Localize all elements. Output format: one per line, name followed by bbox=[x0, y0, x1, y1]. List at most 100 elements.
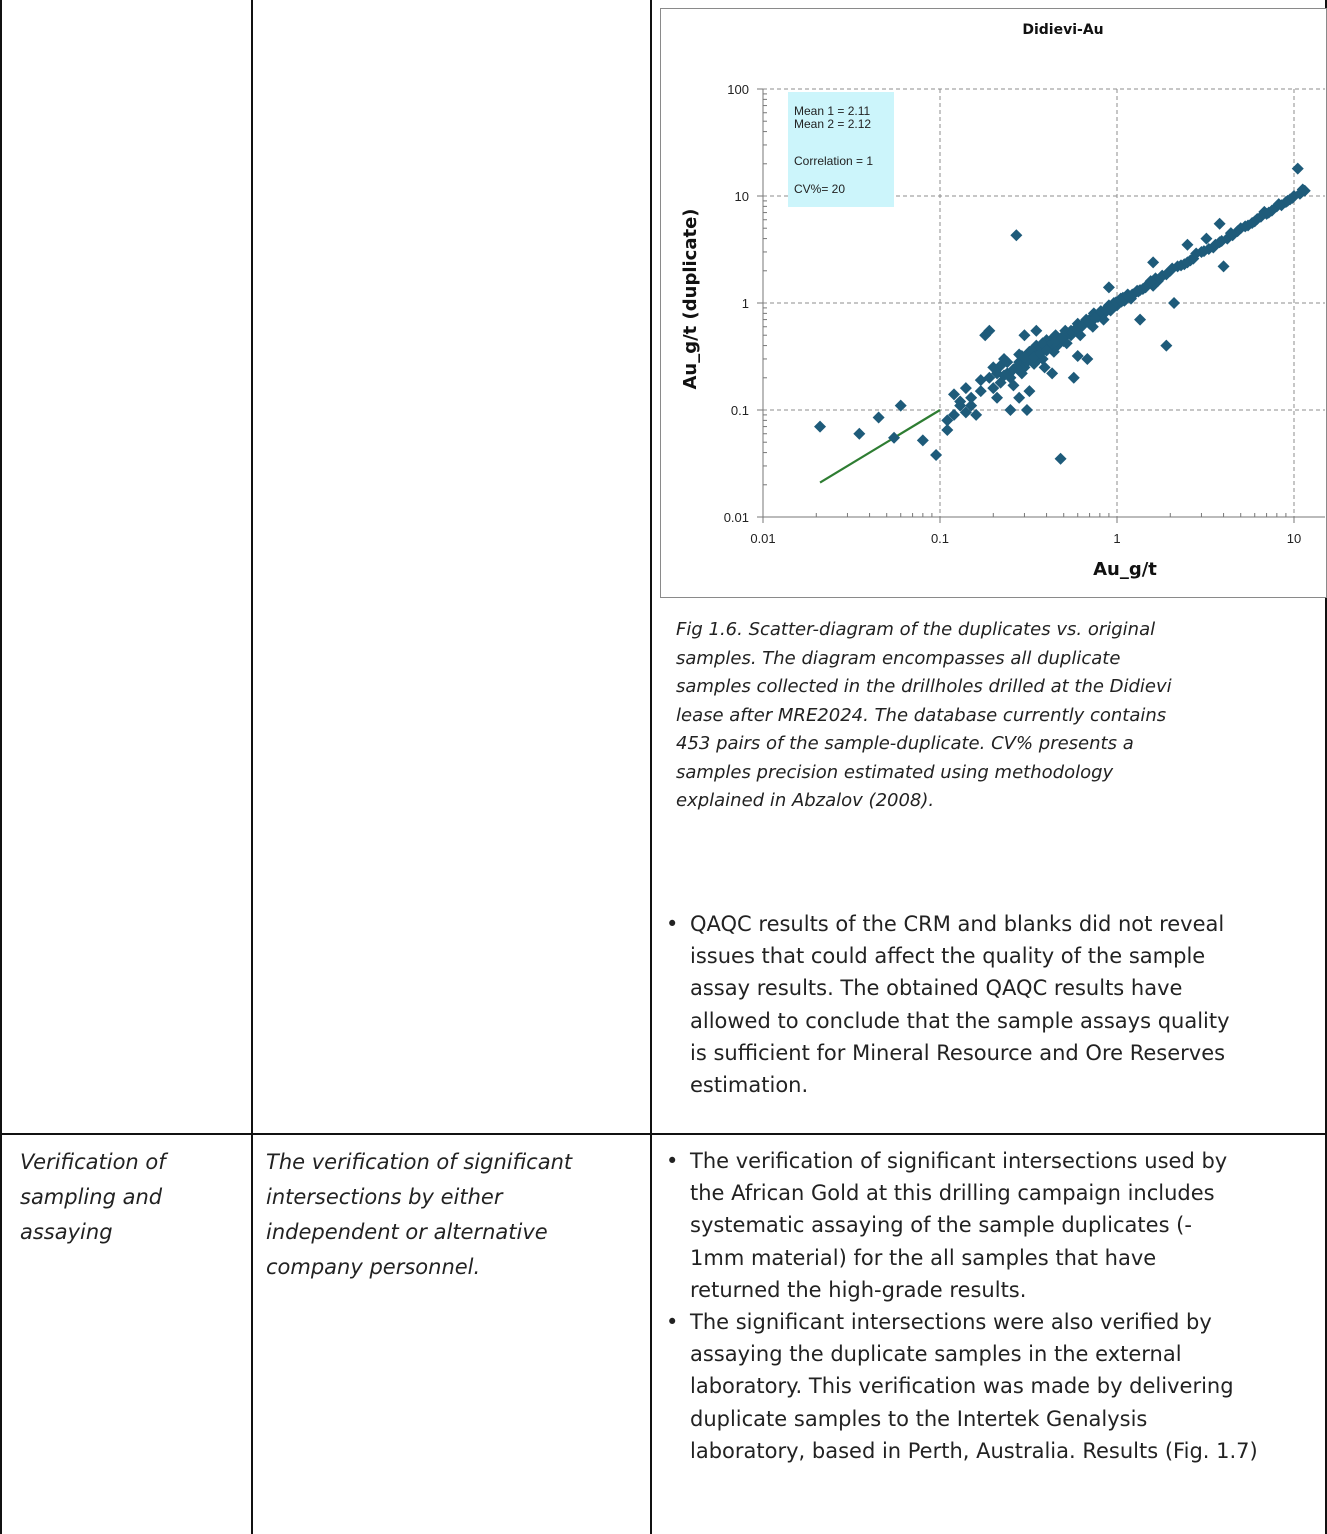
y-tick-label: 0.01 bbox=[724, 510, 749, 525]
data-point bbox=[1272, 198, 1285, 211]
data-point bbox=[1059, 324, 1072, 337]
data-point bbox=[1040, 344, 1053, 357]
data-point bbox=[970, 408, 983, 421]
data-point bbox=[987, 361, 1000, 374]
caption-line: samples collected in the drillholes dril… bbox=[676, 676, 1172, 697]
data-point bbox=[1217, 260, 1230, 273]
data-point bbox=[1001, 356, 1014, 369]
data-point bbox=[1030, 324, 1043, 337]
data-point bbox=[1038, 361, 1051, 374]
explanation-line: independent or alternative bbox=[266, 1220, 548, 1244]
cv-label: CV%= 20 bbox=[794, 182, 846, 196]
data-point bbox=[853, 427, 866, 440]
data-point bbox=[1004, 404, 1017, 416]
commentary-bullet: The verification of significant intersec… bbox=[660, 1145, 1320, 1306]
data-point bbox=[1049, 335, 1062, 348]
table-border-right bbox=[1325, 0, 1327, 1534]
data-point bbox=[916, 434, 929, 447]
data-point bbox=[965, 391, 978, 404]
y-tick-label: 10 bbox=[735, 189, 749, 204]
data-point bbox=[991, 391, 1004, 404]
data-point bbox=[894, 399, 907, 412]
correlation-label: Correlation = 1 bbox=[794, 154, 874, 168]
criteria-line: Verification of bbox=[20, 1150, 166, 1174]
chart-axes: 0.01 0.1 1 10 100 0.01 0.1 1 10 bbox=[724, 82, 1325, 546]
data-point bbox=[1018, 351, 1031, 364]
mean2-label: Mean 2 = 2.12 bbox=[794, 117, 872, 131]
x-axis-title: Au_g/t bbox=[1093, 559, 1157, 580]
data-point bbox=[983, 371, 996, 384]
data-point bbox=[1102, 281, 1115, 294]
data-point bbox=[974, 385, 987, 398]
caption-line: samples precision estimated using method… bbox=[676, 761, 1114, 783]
data-point bbox=[1213, 217, 1226, 230]
data-point bbox=[1105, 301, 1118, 314]
data-point bbox=[1020, 404, 1033, 416]
x-tick-label: 0.1 bbox=[931, 531, 949, 546]
data-point bbox=[948, 388, 961, 401]
data-point bbox=[1010, 229, 1023, 242]
data-point bbox=[1251, 212, 1264, 225]
data-point bbox=[948, 408, 961, 421]
data-point bbox=[1018, 329, 1031, 342]
data-point bbox=[1286, 191, 1299, 204]
table-border-left bbox=[0, 0, 2, 1534]
data-point bbox=[1166, 262, 1179, 275]
data-point bbox=[983, 324, 996, 337]
data-point bbox=[974, 374, 987, 387]
table-row-divider bbox=[0, 1133, 1327, 1135]
data-point bbox=[998, 369, 1011, 382]
chart-canvas: Didievi-Au 0.01 0.1 1 10 100 0.01 0.1 1 10 Au_g/… bbox=[680, 22, 1325, 580]
caption-line: explained in Abzalov (2008). bbox=[676, 790, 935, 811]
data-point bbox=[1209, 238, 1222, 251]
data-point bbox=[1200, 232, 1213, 245]
data-point bbox=[954, 399, 967, 412]
data-point bbox=[941, 424, 954, 437]
data-point bbox=[1181, 256, 1194, 269]
data-point bbox=[1010, 361, 1023, 374]
explanation-cell: The verification of significant intersec… bbox=[266, 1145, 646, 1285]
data-point bbox=[1168, 297, 1181, 309]
data-point bbox=[1046, 367, 1059, 380]
data-point bbox=[1088, 312, 1101, 325]
data-point bbox=[1013, 391, 1026, 404]
regression-line bbox=[819, 409, 941, 484]
data-point bbox=[872, 411, 885, 424]
table-divider-2 bbox=[650, 0, 652, 1534]
data-point bbox=[959, 406, 972, 419]
data-point bbox=[814, 420, 827, 433]
data-point bbox=[1175, 259, 1188, 272]
data-point bbox=[1067, 371, 1080, 384]
caption-line: lease after MRE2024. The database curren… bbox=[676, 704, 1167, 726]
x-tick-label: 10 bbox=[1287, 531, 1301, 546]
data-point bbox=[1071, 349, 1084, 362]
data-point bbox=[1066, 326, 1079, 339]
explanation-line: intersections by either bbox=[266, 1185, 503, 1209]
data-point bbox=[1094, 305, 1107, 318]
criteria-line: assaying bbox=[20, 1220, 113, 1244]
criteria-cell: Verification of sampling and assaying bbox=[20, 1145, 245, 1250]
qaqc-bullet-block: QAQC results of the CRM and blanks did n… bbox=[660, 908, 1320, 1101]
data-point bbox=[1023, 385, 1036, 398]
data-point bbox=[1144, 275, 1157, 288]
data-point bbox=[959, 382, 972, 395]
data-point bbox=[1086, 320, 1099, 333]
data-point bbox=[1187, 252, 1200, 265]
data-point bbox=[1081, 352, 1094, 365]
data-point bbox=[1239, 220, 1252, 233]
data-point bbox=[1154, 272, 1167, 285]
data-point bbox=[1258, 205, 1271, 218]
data-point bbox=[1224, 227, 1237, 240]
stats-box: Mean 1 = 2.11 Mean 2 = 2.12 Correlation … bbox=[788, 92, 894, 207]
data-point bbox=[1291, 162, 1304, 175]
data-point bbox=[1160, 339, 1173, 352]
data-point bbox=[1051, 339, 1064, 352]
data-point bbox=[991, 367, 1004, 380]
data-point bbox=[930, 448, 943, 461]
data-point bbox=[888, 431, 901, 444]
y-tick-label: 0.1 bbox=[731, 403, 749, 418]
data-point bbox=[1134, 313, 1147, 326]
criteria-line: sampling and bbox=[20, 1185, 163, 1209]
data-point bbox=[965, 399, 978, 412]
